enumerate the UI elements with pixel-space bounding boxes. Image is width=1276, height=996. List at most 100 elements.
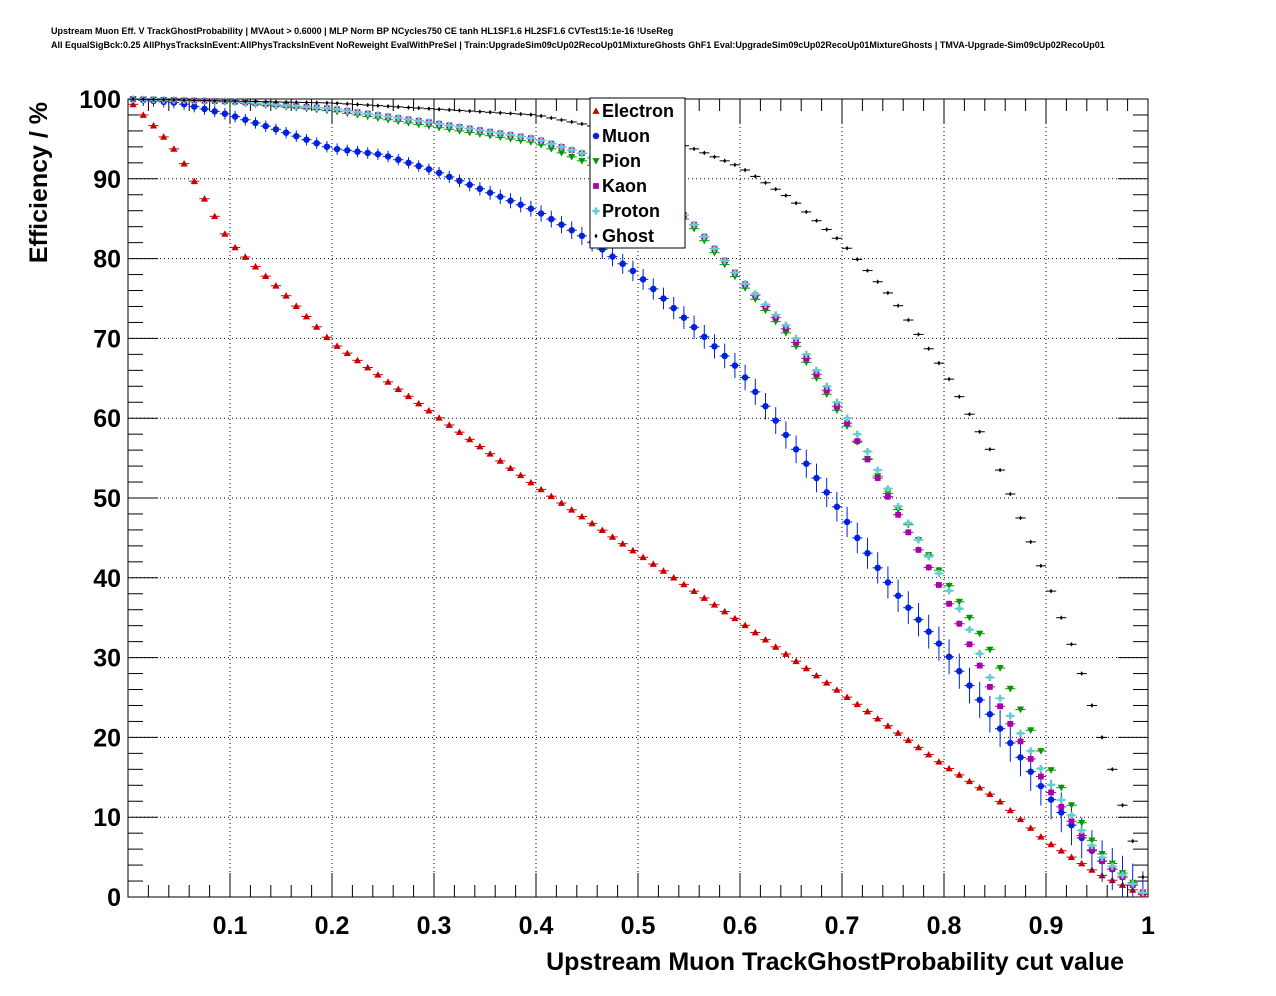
data-point <box>741 374 749 381</box>
data-point <box>1039 563 1043 569</box>
data-point <box>343 349 351 357</box>
data-point <box>517 201 524 208</box>
series-electron <box>128 100 1148 898</box>
data-point <box>986 673 994 682</box>
data-point <box>355 102 360 107</box>
data-point <box>395 156 402 163</box>
data-point <box>468 108 472 114</box>
data-point <box>823 679 831 686</box>
data-point <box>1006 806 1014 814</box>
data-point <box>508 111 513 116</box>
data-point <box>812 671 821 679</box>
data-point <box>466 435 474 443</box>
data-point <box>293 132 300 140</box>
data-point <box>904 736 912 744</box>
data-point <box>955 598 963 606</box>
data-point <box>578 512 586 520</box>
data-point <box>221 230 229 237</box>
data-point <box>792 334 800 342</box>
data-point <box>710 601 719 608</box>
data-point <box>262 272 270 280</box>
data-point <box>976 630 984 638</box>
data-point <box>813 474 820 482</box>
data-point <box>1017 738 1024 745</box>
data-point <box>547 145 555 153</box>
data-point <box>202 98 207 103</box>
data-point <box>376 103 380 109</box>
data-point <box>843 414 851 422</box>
data-point <box>302 103 311 111</box>
data-point <box>813 371 820 378</box>
data-point <box>313 139 320 147</box>
data-point <box>445 121 453 129</box>
data-point <box>996 665 1004 672</box>
data-point <box>670 574 678 581</box>
data-point <box>486 450 494 457</box>
data-point <box>835 235 839 241</box>
data-point <box>517 132 525 141</box>
data-point <box>231 243 239 251</box>
data-point <box>580 121 584 127</box>
data-point <box>386 103 390 109</box>
data-point <box>996 798 1004 805</box>
data-point <box>455 123 464 131</box>
data-point <box>700 233 708 241</box>
legend-entry-muon: Muon <box>592 126 650 146</box>
data-point <box>282 292 290 299</box>
data-point <box>427 106 431 112</box>
data-point <box>955 771 963 778</box>
data-point <box>1049 588 1053 594</box>
data-point <box>629 546 637 554</box>
data-point <box>284 99 288 105</box>
legend-label: Ghost <box>602 226 654 246</box>
data-point <box>345 101 349 107</box>
data-point <box>303 136 310 143</box>
x-tick-label: 1 <box>1141 912 1155 940</box>
data-point <box>1100 735 1104 740</box>
data-point <box>557 499 566 506</box>
data-point <box>466 124 474 133</box>
data-point <box>619 540 627 547</box>
data-point <box>353 356 362 364</box>
data-point <box>1047 796 1055 803</box>
data-point <box>998 467 1002 473</box>
data-point <box>304 100 309 105</box>
data-point <box>242 116 249 123</box>
data-point <box>996 694 1004 702</box>
data-point <box>833 398 841 406</box>
data-point <box>364 363 372 371</box>
x-tick-label: 0.8 <box>927 912 962 940</box>
data-point <box>721 352 728 360</box>
data-point <box>1078 859 1086 867</box>
data-point <box>936 582 942 588</box>
data-point <box>843 518 851 526</box>
data-point <box>313 323 321 330</box>
data-point <box>455 428 464 436</box>
data-point <box>447 107 451 113</box>
data-point <box>568 146 576 154</box>
data-point <box>1027 768 1034 775</box>
data-point <box>549 115 553 121</box>
data-point <box>394 114 402 122</box>
legend: Electron Muon Pion Kaon Proton Ghost <box>589 97 686 249</box>
data-point <box>537 210 545 217</box>
data-point <box>741 621 749 629</box>
data-point <box>374 150 382 158</box>
data-point <box>1018 515 1023 521</box>
data-point <box>733 162 737 168</box>
data-point <box>366 102 370 108</box>
data-point <box>863 707 872 715</box>
data-point <box>476 442 484 450</box>
data-point <box>702 150 706 156</box>
y-tick-label: 20 <box>93 724 121 752</box>
data-point <box>292 102 300 110</box>
data-point <box>905 604 912 611</box>
data-point <box>131 96 135 102</box>
data-point <box>1067 811 1076 819</box>
data-point <box>396 104 400 110</box>
data-point <box>884 722 892 729</box>
data-point <box>996 725 1004 732</box>
x-tick-label: 0.9 <box>1029 912 1064 940</box>
data-point <box>976 662 983 669</box>
data-point <box>223 98 227 104</box>
